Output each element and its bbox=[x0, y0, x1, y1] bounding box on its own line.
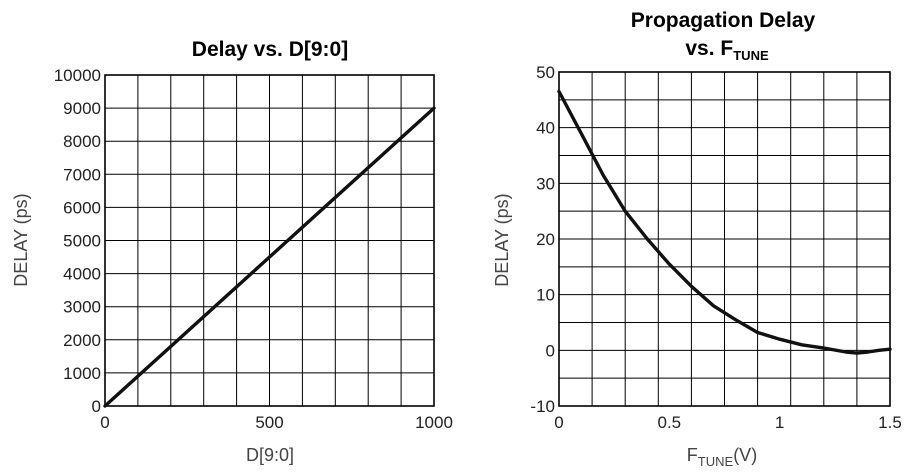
right-chart-title-line1: Propagation Delay bbox=[631, 9, 816, 32]
left-y-tick-label: 7000 bbox=[63, 165, 101, 184]
left-y-tick-labels: 0 1000 2000 3000 4000 5000 6000 7000 8000 9000 100… bbox=[54, 66, 101, 416]
left-x-tick-label: 0 bbox=[100, 413, 109, 432]
right-title-prefix: vs. F bbox=[685, 37, 733, 60]
left-x-axis-label: D[9:0] bbox=[246, 445, 294, 465]
right-x-tick-label: 0 bbox=[554, 413, 563, 432]
right-y-tick-label: 0 bbox=[546, 341, 555, 360]
right-y-tick-labels: -10 0 10 20 30 40 50 bbox=[530, 63, 555, 416]
left-chart-title: Delay vs. D[9:0] bbox=[192, 38, 348, 61]
right-xlabel-subscript: TUNE bbox=[698, 454, 734, 469]
left-y-axis-label: DELAY (ps) bbox=[11, 193, 31, 286]
left-grid bbox=[105, 75, 434, 406]
left-y-tick-label: 1000 bbox=[63, 364, 101, 383]
left-y-tick-label: 8000 bbox=[63, 132, 101, 151]
left-x-tick-label: 500 bbox=[255, 413, 283, 432]
left-x-tick-label: 1000 bbox=[415, 413, 453, 432]
right-series-line bbox=[557, 89, 892, 355]
right-y-axis-label: DELAY (ps) bbox=[492, 193, 512, 286]
delay-vs-d-chart: Delay vs. D[9:0] 01000200030004000500060… bbox=[11, 38, 453, 465]
right-chart-title-line2: vs. FTUNE bbox=[685, 37, 769, 63]
left-y-tick-label: 9000 bbox=[63, 99, 101, 118]
left-x-tick-labels: 0 500 1000 bbox=[100, 413, 453, 432]
left-y-tick-label: 10000 bbox=[54, 66, 101, 85]
right-x-axis-label: FTUNE(V) bbox=[687, 445, 757, 469]
right-x-tick-label: 0.5 bbox=[658, 413, 682, 432]
right-y-tick-label: -10 bbox=[530, 397, 555, 416]
left-series-line bbox=[103, 106, 436, 408]
left-y-tick-label: 6000 bbox=[63, 198, 101, 217]
right-x-tick-labels: 0 0.5 1 1.5 bbox=[554, 413, 902, 432]
right-grid bbox=[559, 72, 890, 406]
right-y-tick-label: 50 bbox=[536, 63, 555, 82]
right-x-tick-label: 1.5 bbox=[878, 413, 902, 432]
left-y-tick-label: 2000 bbox=[63, 331, 101, 350]
left-y-tick-label: 5000 bbox=[63, 232, 101, 251]
left-y-tick-label: 0 bbox=[92, 397, 101, 416]
left-y-tick-label: 3000 bbox=[63, 298, 101, 317]
left-plot-frame bbox=[104, 74, 435, 407]
right-x-tick-label: 1 bbox=[775, 413, 784, 432]
right-y-tick-label: 30 bbox=[536, 174, 555, 193]
right-title-subscript: TUNE bbox=[733, 48, 769, 63]
left-y-tick-label: 4000 bbox=[63, 265, 101, 284]
right-y-tick-label: 10 bbox=[536, 286, 555, 305]
right-xlabel-suffix: (V) bbox=[733, 445, 757, 465]
right-plot-frame bbox=[558, 71, 891, 407]
right-xlabel-prefix: F bbox=[687, 445, 698, 465]
right-y-tick-label: 40 bbox=[536, 119, 555, 138]
right-y-tick-label: 20 bbox=[536, 230, 555, 249]
propagation-delay-vs-ftune-chart: Propagation Delay vs. FTUNE -10010203040… bbox=[492, 9, 902, 469]
